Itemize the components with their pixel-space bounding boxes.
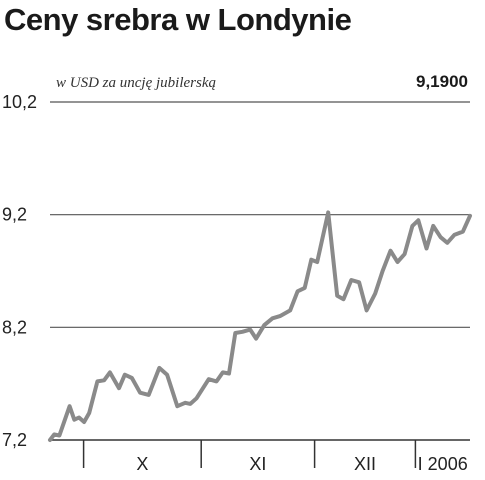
month-label: XII bbox=[354, 454, 376, 474]
y-tick-label: 9,2 bbox=[2, 205, 27, 225]
y-tick-label: 7,2 bbox=[2, 430, 27, 450]
y-tick-label: 10,2 bbox=[2, 92, 37, 112]
price-line bbox=[48, 210, 472, 442]
month-label: XI bbox=[249, 454, 266, 474]
chart-title: Ceny srebra w Londynie bbox=[4, 2, 352, 37]
y-tick-label: 8,2 bbox=[2, 317, 27, 337]
month-label: I 2006 bbox=[418, 454, 468, 474]
month-label: X bbox=[136, 454, 148, 474]
last-value-label: 9,1900 bbox=[416, 72, 468, 91]
chart-subtitle: w USD za uncję jubilerską bbox=[56, 75, 216, 91]
